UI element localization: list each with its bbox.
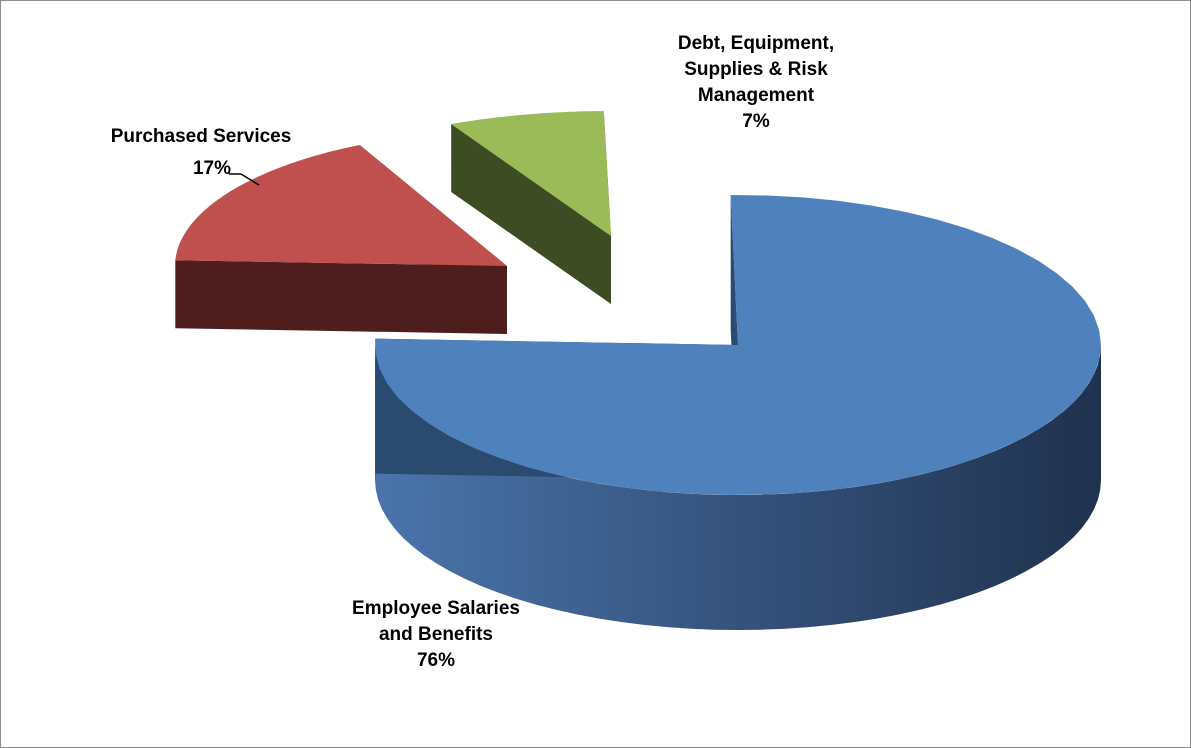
- slice-top-debt-equipment: [451, 111, 611, 236]
- pie-slice-purchased-services: [175, 145, 508, 334]
- leader-line-purchased-services-2: [240, 173, 260, 186]
- slice-cut-face-purchased-services: [175, 260, 508, 334]
- pie-slice-employee-salaries: [375, 195, 1101, 630]
- slice-side-employee-salaries: [375, 345, 1101, 630]
- data-label-employee-salaries: Employee Salaries and Benefits 76%: [352, 598, 520, 671]
- slice-top-employee-salaries: [375, 195, 1101, 495]
- slice-top-purchased-services: [175, 145, 508, 266]
- data-label-purchased-services-percent: 17%: [192, 158, 231, 179]
- data-label-debt-equipment: Debt, Equipment, Supplies & Risk Managem…: [677, 33, 835, 132]
- pie-slice-debt-equipment: [451, 111, 611, 304]
- data-label-purchased-services: Purchased Services: [110, 126, 292, 147]
- slice-cut-face-debt-equipment: [451, 124, 611, 304]
